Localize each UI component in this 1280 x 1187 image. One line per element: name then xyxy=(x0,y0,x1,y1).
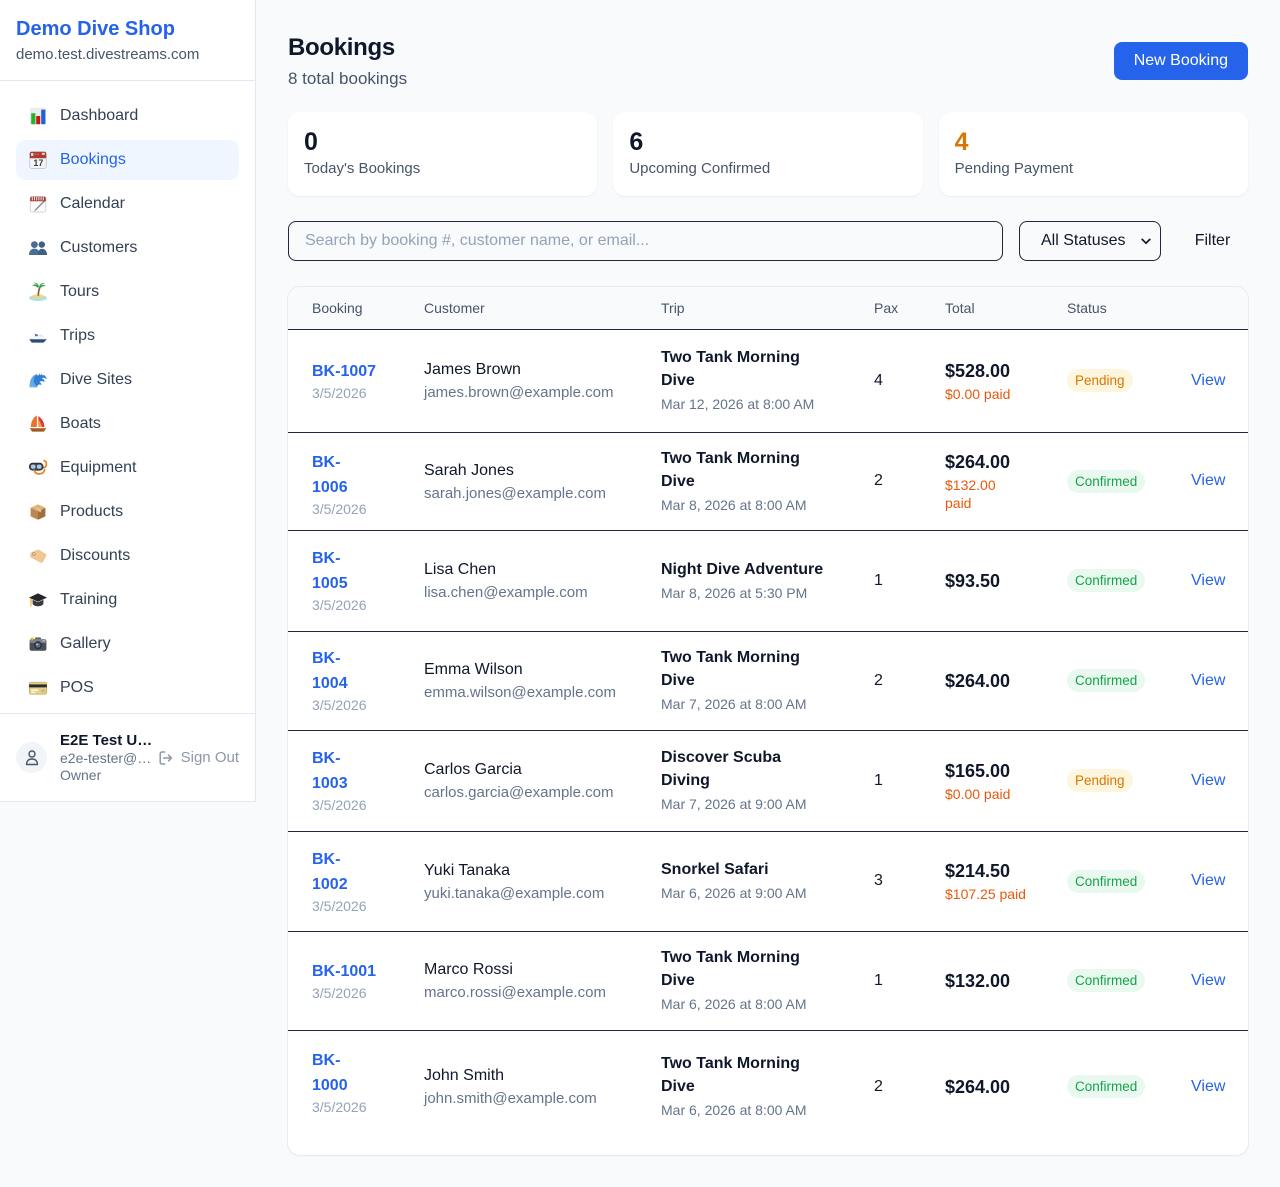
svg-text:17: 17 xyxy=(33,158,43,168)
